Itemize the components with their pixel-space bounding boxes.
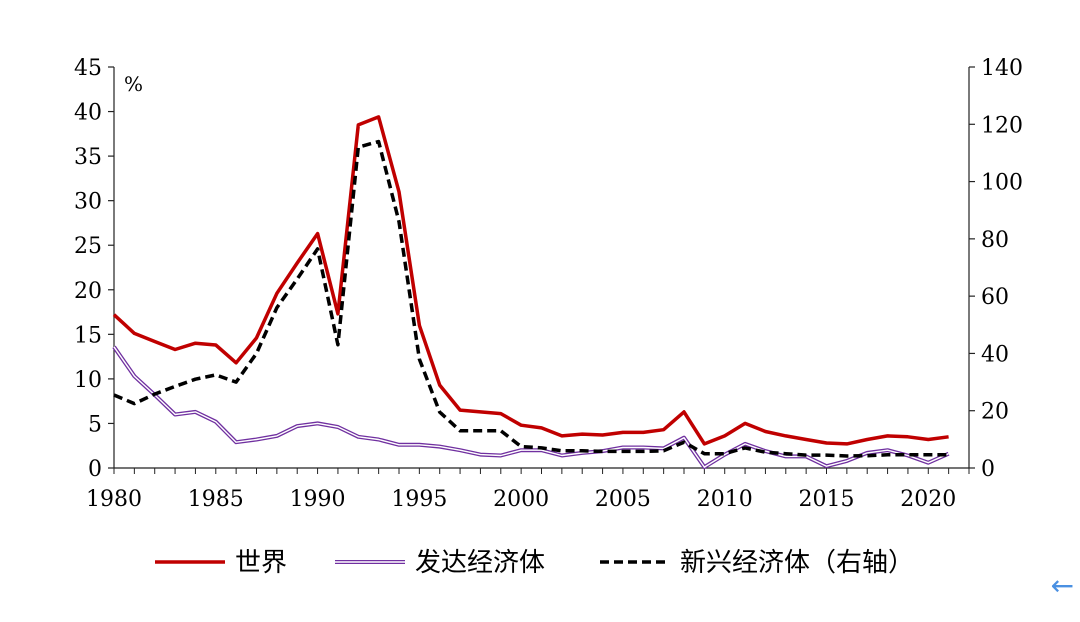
axes: 0 5 10 15 20 25 30 35 40 45 0 20 40 60 80 100 120 140 1980… <box>74 56 1023 512</box>
y-right-tick-label: 40 <box>981 342 1009 367</box>
legend-label-0: 世界 <box>235 548 287 578</box>
arrow-left-icon[interactable]: ← <box>1050 569 1074 602</box>
y-left-tick-label: 10 <box>74 368 102 393</box>
y-left-tick-label: 20 <box>74 279 102 304</box>
series-1-line-outer <box>112 345 950 470</box>
x-tick-label: 2005 <box>595 487 651 512</box>
y-left-tick-label: 5 <box>88 412 102 437</box>
y-right-tick-label: 100 <box>981 171 1023 196</box>
legend-label-2: 新兴经济体（右轴） <box>680 548 914 578</box>
legend: 世界 发达经济体 新兴经济体（右轴） <box>155 548 914 578</box>
y-left-tick-label: 45 <box>74 56 102 81</box>
y-left-tick-label: 25 <box>74 234 102 259</box>
x-tick-label: 1995 <box>391 487 447 512</box>
y-right-tick-label: 140 <box>981 56 1023 81</box>
x-tick-label: 1990 <box>290 487 346 512</box>
series-2-line <box>113 139 949 458</box>
y-right-tick-label: 80 <box>981 228 1009 253</box>
y-left-tick-label: 40 <box>74 101 102 126</box>
unit-label: % <box>124 72 143 96</box>
y-left-tick-label: 35 <box>74 145 102 170</box>
y-right-tick-label: 20 <box>981 400 1009 425</box>
series-group <box>112 115 950 470</box>
x-tick-label: 2000 <box>493 487 549 512</box>
y-right-tick-label: 0 <box>981 457 995 482</box>
x-tick-label: 2015 <box>799 487 855 512</box>
y-right-tick-label: 120 <box>981 113 1023 138</box>
x-tick-label: 2010 <box>697 487 753 512</box>
series-0-line <box>112 115 949 446</box>
legend-label-1: 发达经济体 <box>415 548 545 578</box>
x-tick-label: 1985 <box>188 487 244 512</box>
x-tick-label: 1980 <box>86 487 142 512</box>
x-tick-label: 2020 <box>900 487 956 512</box>
y-right-tick-label: 60 <box>981 285 1009 310</box>
y-left-tick-label: 15 <box>74 323 102 348</box>
y-left-tick-label: 0 <box>88 457 102 482</box>
y-left-tick-label: 30 <box>74 190 102 215</box>
series-1-line-inner <box>113 346 949 468</box>
